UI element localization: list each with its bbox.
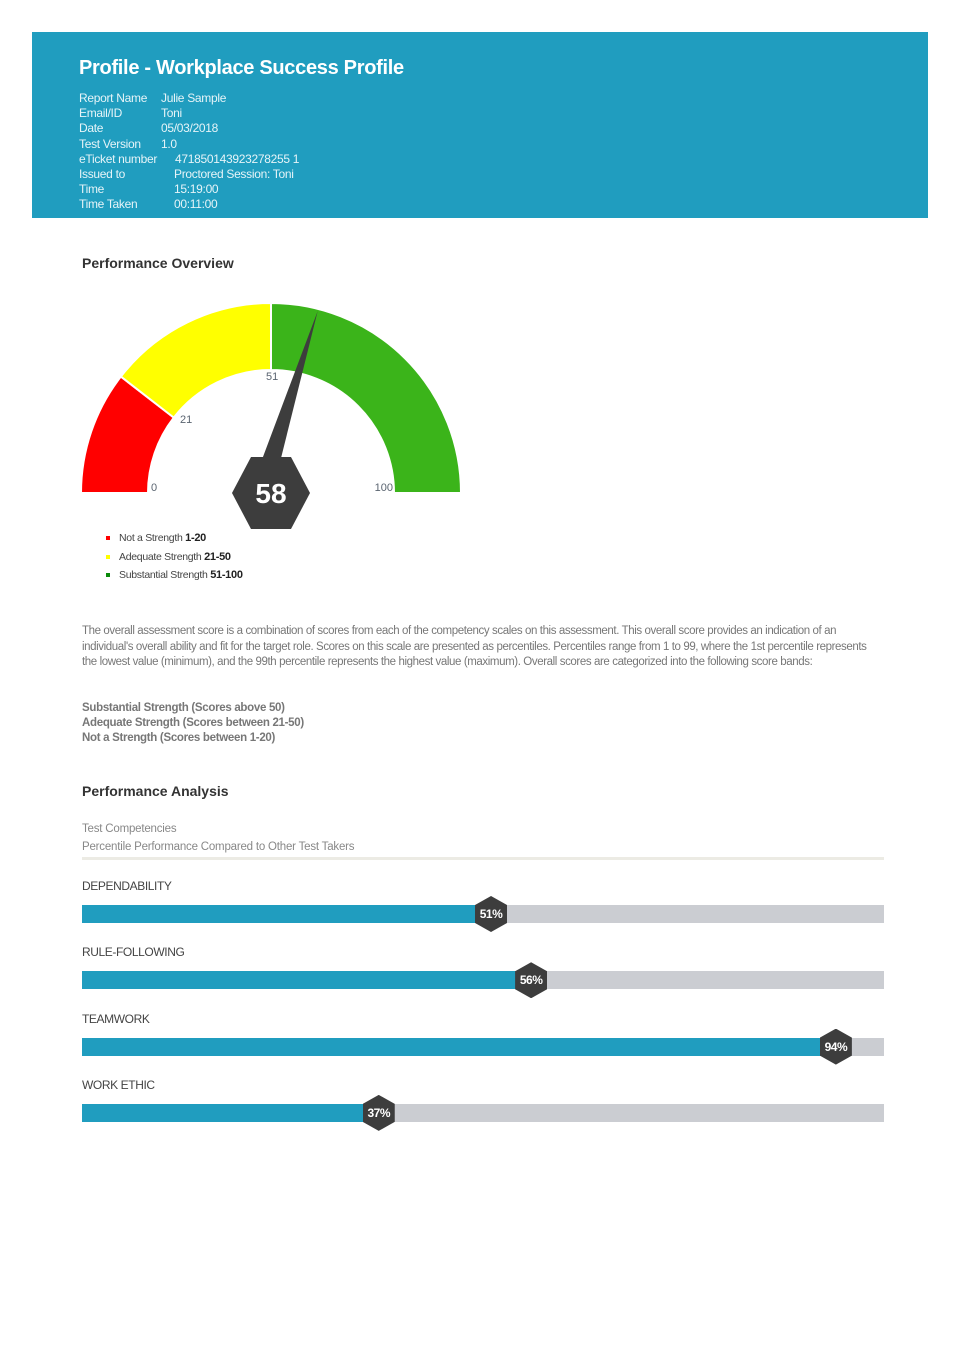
meta-value: Julie Sample	[161, 91, 227, 105]
competency-bar: 37%	[82, 1094, 884, 1131]
overview-description: The overall assessment score is a combin…	[82, 625, 867, 668]
competency-bar: 56%	[82, 962, 884, 999]
competency-bar: 51%	[82, 896, 884, 932]
competency-name: TEAMWORK	[82, 1011, 150, 1026]
competency-bar-fill	[82, 1103, 379, 1122]
meta-label: Report Name	[79, 91, 148, 105]
percentile-marker: 94%	[819, 1028, 852, 1065]
percentile-marker: 37%	[362, 1094, 395, 1131]
gauge-tick-label: 21	[180, 414, 192, 426]
performance-overview-heading: Performance Overview	[82, 255, 234, 271]
meta-label: Date	[79, 121, 104, 135]
report-title: Profile - Workplace Success Profile	[79, 57, 404, 79]
meta-value: 15:19:00	[174, 182, 219, 196]
performance-analysis-heading: Performance Analysis	[82, 783, 229, 799]
competency-name: WORK ETHIC	[82, 1077, 155, 1092]
competency-bar: 94%	[82, 1028, 884, 1065]
competency-name: RULE-FOLLOWING	[82, 945, 185, 960]
percentile-marker: 51%	[475, 896, 508, 932]
meta-value: Toni	[161, 106, 182, 120]
legend-item: Adequate Strength 21-50	[106, 551, 231, 563]
score-value: 58	[255, 478, 286, 509]
meta-label: Email/ID	[79, 106, 122, 120]
score-gauge: 0 21 51 100 58	[79, 301, 463, 529]
competency-name: DEPENDABILITY	[82, 879, 172, 893]
report-header: Profile - Workplace Success Profile Repo…	[32, 32, 928, 218]
competency-bar-fill	[82, 1037, 836, 1056]
meta-value: 471850143923278255 1	[175, 152, 300, 166]
legend-item: Substantial Strength 51-100	[106, 569, 243, 581]
gauge-tick-label: 100	[375, 482, 393, 494]
legend-range: 21-50	[204, 550, 231, 563]
gauge-needle	[262, 310, 318, 464]
gauge-band-2	[270, 301, 463, 494]
legend-label: Not a Strength	[119, 532, 183, 544]
legend-range: 1-20	[185, 532, 206, 544]
band-line-not: Not a Strength (Scores between 1-20)	[82, 732, 276, 744]
divider	[82, 857, 884, 860]
percentile-marker: 56%	[515, 962, 548, 999]
meta-value: 05/03/2018	[161, 121, 219, 135]
competency-bar-fill	[82, 971, 532, 990]
legend-dot-icon	[106, 554, 110, 559]
gauge-tick-label: 0	[151, 482, 157, 494]
legend-item: Not a Strength 1-20	[106, 532, 206, 544]
band-line-adequate: Adequate Strength (Scores between 21-50)	[82, 717, 304, 729]
score-hexagon	[232, 457, 310, 529]
meta-value: 1.0	[161, 137, 177, 151]
analysis-subtitle-percentile: Percentile Performance Compared to Other…	[82, 841, 355, 853]
meta-value: 00:11:00	[174, 197, 218, 211]
legend-dot-icon	[106, 536, 110, 541]
band-line-substantial: Substantial Strength (Scores above 50)	[82, 702, 285, 714]
legend-range: 51-100	[210, 569, 243, 581]
legend-label: Adequate Strength	[119, 550, 202, 563]
meta-label: Test Version	[79, 137, 141, 151]
meta-label: Time Taken	[79, 197, 138, 211]
legend-dot-icon	[106, 573, 110, 578]
gauge-tick-label: 51	[266, 371, 278, 383]
competency-bar-fill	[82, 905, 492, 923]
meta-label: Issued to	[79, 167, 125, 181]
meta-label: Time	[79, 182, 105, 196]
meta-value: Proctored Session: Toni	[174, 167, 294, 181]
analysis-subtitle-competencies: Test Competencies	[82, 823, 177, 835]
meta-label: eTicket number	[79, 152, 158, 166]
legend-label: Substantial Strength	[119, 569, 208, 581]
